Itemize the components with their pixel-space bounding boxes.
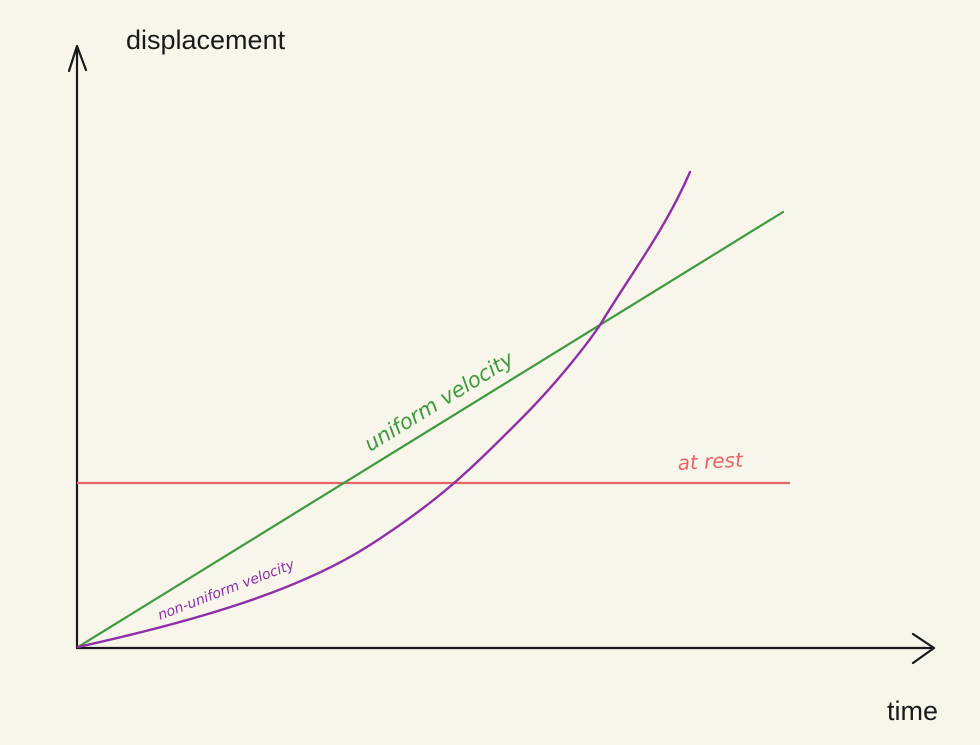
y-axis-arrowhead	[67, 44, 88, 73]
non-uniform-velocity-curve	[76, 170, 692, 649]
x-axis-arrowhead	[911, 632, 936, 665]
axes	[67, 44, 936, 665]
y-axis-label: displacement	[126, 25, 286, 55]
uniform-velocity-label: uniform velocity	[360, 346, 518, 456]
at-rest-series: at rest	[77, 448, 790, 485]
at-rest-label: at rest	[677, 448, 745, 475]
uniform-velocity-line	[76, 210, 785, 649]
non-uniform-velocity-series: non-uniform velocity	[76, 170, 692, 649]
x-axis-label: time	[887, 696, 938, 726]
uniform-velocity-series: uniform velocity	[76, 210, 785, 649]
